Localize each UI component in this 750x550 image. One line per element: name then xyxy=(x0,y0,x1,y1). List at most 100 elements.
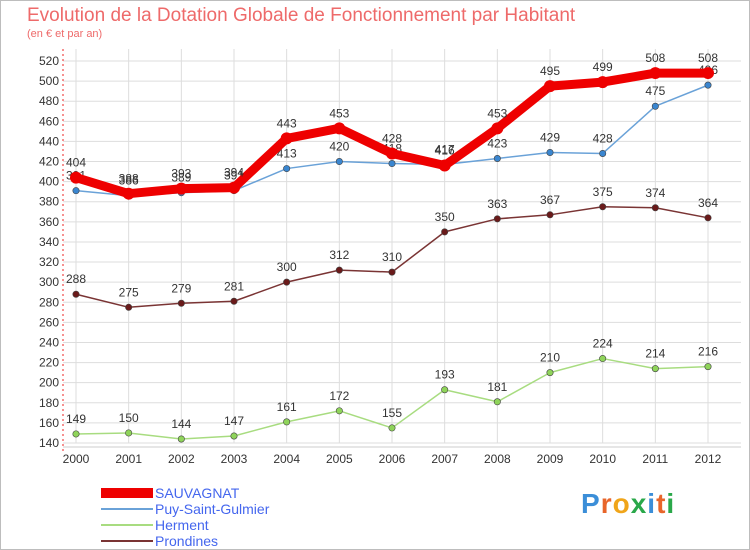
data-point xyxy=(228,181,240,194)
y-tick-label: 140 xyxy=(39,436,59,450)
data-point xyxy=(335,266,343,274)
x-tick-label: 2008 xyxy=(484,452,511,466)
y-tick-label: 520 xyxy=(39,54,59,68)
data-point xyxy=(441,228,449,236)
x-tick-label: 2003 xyxy=(221,452,248,466)
data-label: 364 xyxy=(698,196,718,210)
data-label: 214 xyxy=(645,347,665,361)
data-point xyxy=(704,81,712,89)
data-label: 453 xyxy=(329,106,349,120)
data-point xyxy=(704,363,712,371)
legend-label: Prondines xyxy=(155,533,219,549)
data-label: 149 xyxy=(66,412,86,426)
data-point xyxy=(388,160,396,168)
data-point xyxy=(546,211,554,219)
y-tick-label: 280 xyxy=(39,295,59,309)
data-point xyxy=(596,76,609,89)
data-label: 300 xyxy=(277,260,297,274)
data-point xyxy=(651,365,659,373)
y-tick-label: 460 xyxy=(39,114,59,128)
data-label: 172 xyxy=(329,389,349,403)
x-tick-label: 2000 xyxy=(63,452,90,466)
y-tick-label: 260 xyxy=(39,315,59,329)
chart-subtitle: (en € et par an) xyxy=(27,28,103,40)
y-tick-label: 380 xyxy=(39,195,59,209)
logo-letter: x xyxy=(630,488,648,519)
data-point xyxy=(175,182,188,195)
legend-swatch xyxy=(101,524,153,526)
data-point xyxy=(283,165,291,173)
x-tick-label: 2002 xyxy=(168,452,195,466)
data-label: 288 xyxy=(66,272,86,286)
chart-title: Evolution de la Dotation Globale de Fonc… xyxy=(27,5,576,26)
data-label: 386 xyxy=(119,174,139,188)
data-label: 210 xyxy=(540,351,560,365)
data-point xyxy=(544,80,556,93)
logo-letter: r xyxy=(600,488,613,519)
y-tick-label: 360 xyxy=(39,215,59,229)
data-point xyxy=(704,214,712,222)
data-point xyxy=(438,159,451,172)
data-label: 413 xyxy=(277,147,297,161)
data-point xyxy=(388,424,396,432)
data-point xyxy=(333,122,346,135)
y-tick-label: 440 xyxy=(39,134,59,148)
x-tick-label: 2011 xyxy=(642,452,668,466)
data-label: 155 xyxy=(382,406,402,420)
data-label: 393 xyxy=(171,167,191,181)
data-point xyxy=(493,155,501,163)
data-point xyxy=(125,429,133,437)
data-label: 224 xyxy=(593,337,613,351)
data-point xyxy=(493,398,501,406)
data-point xyxy=(493,215,501,223)
y-tick-label: 480 xyxy=(39,94,59,108)
data-point xyxy=(388,268,396,276)
x-tick-label: 2012 xyxy=(695,452,722,466)
legend-swatch xyxy=(101,540,153,542)
x-tick-label: 2004 xyxy=(273,452,300,466)
data-label: 443 xyxy=(277,116,297,130)
data-label: 417 xyxy=(435,143,455,157)
data-label: 281 xyxy=(224,279,244,293)
data-point xyxy=(599,203,607,211)
data-label: 499 xyxy=(593,60,613,74)
logo-letter: P xyxy=(581,488,601,519)
x-tick-label: 2005 xyxy=(326,452,353,466)
data-point xyxy=(72,430,80,438)
legend-label: SAUVAGNAT xyxy=(155,485,240,501)
data-point xyxy=(72,187,80,195)
data-label: 416 xyxy=(435,144,455,158)
data-point xyxy=(386,147,398,160)
data-point xyxy=(546,369,554,377)
data-label: 404 xyxy=(66,156,86,170)
y-tick-label: 500 xyxy=(39,74,59,88)
data-label: 374 xyxy=(645,186,665,200)
x-tick-label: 2001 xyxy=(115,452,142,466)
data-point xyxy=(702,67,714,80)
x-tick-label: 2006 xyxy=(379,452,406,466)
data-label: 147 xyxy=(224,414,244,428)
proxiti-logo: Proxiti xyxy=(581,488,675,520)
y-tick-label: 160 xyxy=(39,416,59,430)
data-label: 350 xyxy=(435,210,455,224)
data-label: 275 xyxy=(119,285,139,299)
data-label: 150 xyxy=(119,411,139,425)
legend-swatch xyxy=(101,508,153,510)
data-label: 453 xyxy=(487,106,507,120)
data-label: 420 xyxy=(329,140,349,154)
data-point xyxy=(122,187,135,200)
data-point xyxy=(125,303,133,311)
data-point xyxy=(335,407,343,415)
data-label: 495 xyxy=(540,64,560,78)
y-tick-label: 180 xyxy=(39,396,59,410)
data-point xyxy=(70,171,82,184)
data-point xyxy=(280,132,293,145)
y-tick-label: 200 xyxy=(39,376,59,390)
data-label: 429 xyxy=(540,130,560,144)
data-label: 363 xyxy=(487,197,507,211)
data-label: 508 xyxy=(698,51,718,65)
data-point xyxy=(177,435,185,443)
y-tick-label: 420 xyxy=(39,155,59,169)
data-point xyxy=(546,148,554,156)
